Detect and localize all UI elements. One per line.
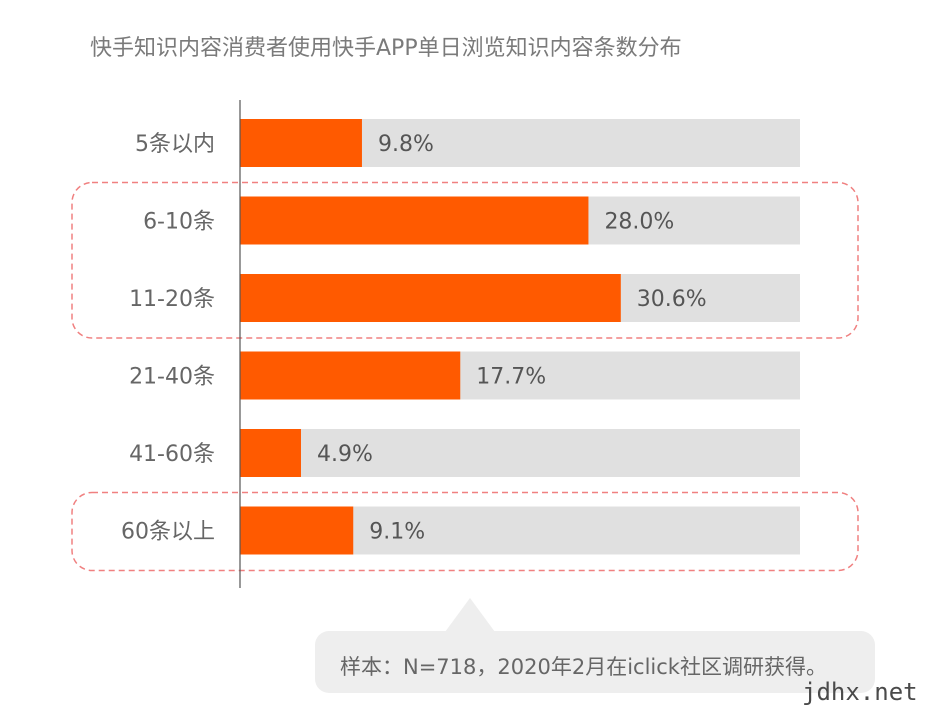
value-label-5: 9.1%	[369, 520, 425, 545]
bar-0	[240, 119, 362, 167]
category-label-5: 60条以上	[121, 520, 215, 545]
bar-2	[240, 274, 621, 322]
highlight-box-0	[71, 181, 859, 339]
value-label-2: 30.6%	[637, 287, 707, 312]
bar-4	[240, 429, 301, 477]
watermark: jdhx.net	[802, 678, 918, 706]
bar-1	[240, 196, 589, 245]
category-label-4: 41-60条	[129, 442, 215, 467]
callout-box	[315, 631, 875, 693]
bar-3	[240, 351, 461, 400]
category-label-1: 6-10条	[143, 210, 215, 235]
bar-5	[240, 506, 354, 555]
value-label-1: 28.0%	[604, 210, 674, 235]
bar-track-4	[240, 429, 800, 477]
sample-note: 样本：N=718，2020年2月在iclick社区调研获得。	[340, 655, 827, 679]
chart-title: 快手知识内容消费者使用快手APP单日浏览知识内容条数分布	[90, 36, 682, 61]
value-label-4: 4.9%	[317, 442, 373, 467]
category-label-0: 5条以内	[135, 132, 215, 157]
category-label-3: 21-40条	[129, 365, 215, 390]
value-label-0: 9.8%	[378, 132, 434, 157]
value-label-3: 17.7%	[476, 365, 546, 390]
highlight-box-1	[71, 491, 859, 572]
category-label-2: 11-20条	[129, 287, 215, 312]
